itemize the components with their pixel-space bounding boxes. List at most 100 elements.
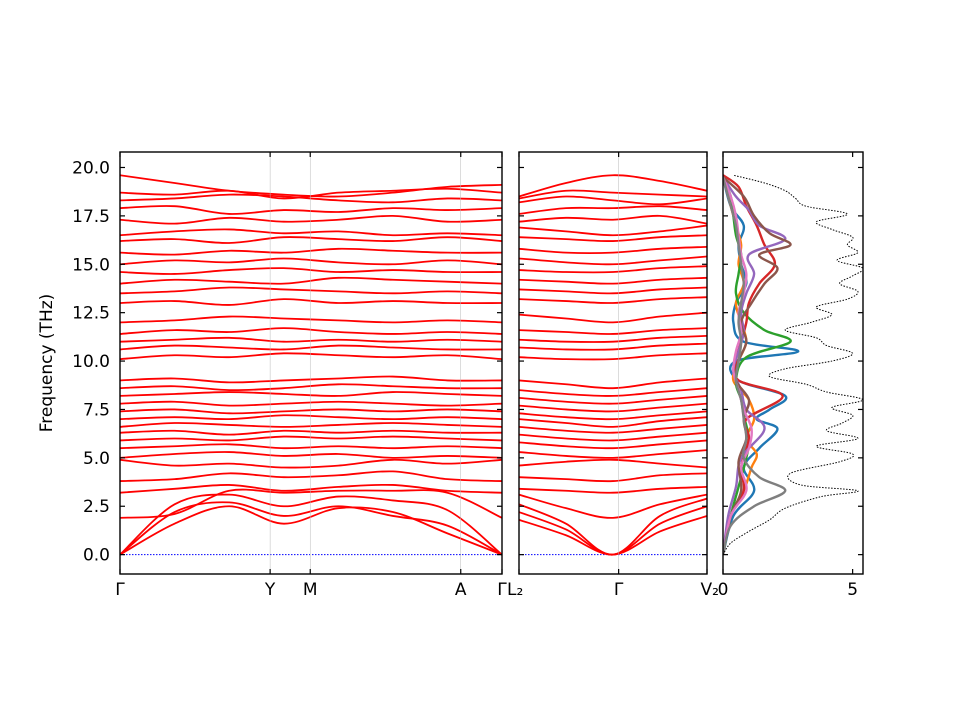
- phonon-band: [120, 315, 502, 324]
- left-band-lines: [120, 152, 502, 574]
- phonon-band: [120, 391, 502, 397]
- phonon-band: [120, 383, 502, 392]
- phonon-band: [519, 335, 707, 343]
- phonon-band: [519, 234, 707, 242]
- phonon-band: [120, 336, 502, 343]
- phonon-band: [120, 505, 502, 556]
- phonon-band: [519, 189, 707, 200]
- phonon-band: [519, 352, 707, 361]
- phonon-band: [120, 174, 502, 198]
- phonon-band: [120, 408, 502, 415]
- y-tick-label: 17.5: [72, 207, 110, 227]
- phonon-band: [519, 377, 707, 390]
- phonon-band: [120, 501, 502, 556]
- y-axis-title: Frequency (THz): [37, 294, 57, 433]
- phonon-band: [120, 414, 502, 421]
- phonon-band: [120, 493, 502, 556]
- y-tick-label: 0.0: [83, 546, 110, 566]
- phonon-band: [120, 214, 502, 225]
- y-tick-label: 20.0: [72, 158, 110, 178]
- phonon-band: [519, 255, 707, 266]
- phonon-band: [120, 257, 502, 266]
- y-tick-label: 7.5: [83, 400, 110, 420]
- phonon-band: [519, 449, 707, 459]
- phonon-band: [519, 245, 707, 255]
- dos-panel-frame: [722, 151, 864, 575]
- band-panel-left: 0.0 2.5 5.0 7.5 10.0 12.5 15.0 17.5 20.0 Γ Y M A Γ F…: [37, 151, 507, 600]
- phonon-band: [519, 327, 707, 335]
- x-tick-label: V₂: [701, 580, 719, 600]
- phonon-band: [120, 375, 502, 384]
- phonon-band: [519, 497, 707, 556]
- phonon-band: [519, 214, 707, 225]
- y-tick-label: 2.5: [83, 497, 110, 517]
- phonon-band: [120, 205, 502, 215]
- phonon-band: [519, 265, 707, 274]
- phonon-band: [120, 187, 502, 200]
- y-tick-label: 15.0: [72, 255, 110, 275]
- phonon-band: [120, 451, 502, 459]
- phonon-band: [519, 431, 707, 442]
- phonon-band: [120, 429, 502, 436]
- partial-dos-line: [723, 176, 792, 555]
- phonon-band: [120, 298, 502, 306]
- phonon-band: [120, 228, 502, 237]
- phonon-band: [519, 416, 707, 428]
- band-panel-middle: L₂ Γ V₂: [507, 151, 719, 600]
- middle-panel-frame: [518, 151, 708, 575]
- phonon-band: [120, 286, 502, 295]
- x-tick-label: Γ: [614, 580, 624, 600]
- phonon-band: [519, 505, 707, 556]
- phonon-band: [519, 458, 707, 469]
- x-tick-label: L₂: [507, 580, 523, 600]
- phonon-band: [120, 193, 502, 204]
- partial-dos-line: [723, 176, 787, 555]
- middle-y-ticks: [519, 166, 707, 556]
- phonon-band: [120, 422, 502, 428]
- phonon-band: [120, 236, 502, 244]
- phonon-band: [519, 195, 707, 206]
- dos-y-ticks: [723, 166, 863, 556]
- dos-x-tick-label: 5: [847, 580, 858, 600]
- phonon-band: [519, 424, 707, 434]
- phonon-band: [519, 439, 707, 450]
- phonon-band: [120, 344, 502, 351]
- phonon-band: [519, 410, 707, 421]
- phonon-band: [519, 395, 707, 405]
- phonon-band: [519, 286, 707, 295]
- phonon-band: [519, 402, 707, 413]
- x-tick-label: M: [303, 580, 318, 600]
- phonon-band: [120, 267, 502, 275]
- phonon-band: [120, 483, 502, 494]
- phonon-band: [519, 205, 707, 215]
- x-tick-label: Y: [264, 580, 276, 600]
- partial-dos-line: [723, 176, 792, 555]
- phonon-band: [120, 470, 502, 482]
- phonon-band: [519, 174, 707, 198]
- dos-x-tick-label: 0: [718, 580, 729, 600]
- phonon-band: [519, 342, 707, 351]
- middle-x-ticks: L₂ Γ V₂: [507, 152, 719, 600]
- y-tick-label: 5.0: [83, 449, 110, 469]
- phonon-band: [519, 485, 707, 494]
- phonon-band: [519, 493, 707, 519]
- phonon-band: [120, 276, 502, 285]
- phonon-band: [519, 224, 707, 237]
- x-tick-label: A: [455, 580, 467, 600]
- phonon-band: [519, 276, 707, 285]
- dos-lines: [723, 174, 863, 555]
- phonon-band: [120, 327, 502, 335]
- x-tick-label: Γ: [497, 580, 507, 600]
- phonon-band: [120, 247, 502, 256]
- y-tick-label: 12.5: [72, 304, 110, 324]
- phonon-band: [120, 352, 502, 361]
- phonon-band: [120, 443, 502, 450]
- left-y-ticks: 0.0 2.5 5.0 7.5 10.0 12.5 15.0 17.5 20.0: [72, 158, 502, 566]
- phonon-band: [120, 488, 502, 519]
- phonon-band: [120, 435, 502, 442]
- y-tick-label: 10.0: [72, 352, 110, 372]
